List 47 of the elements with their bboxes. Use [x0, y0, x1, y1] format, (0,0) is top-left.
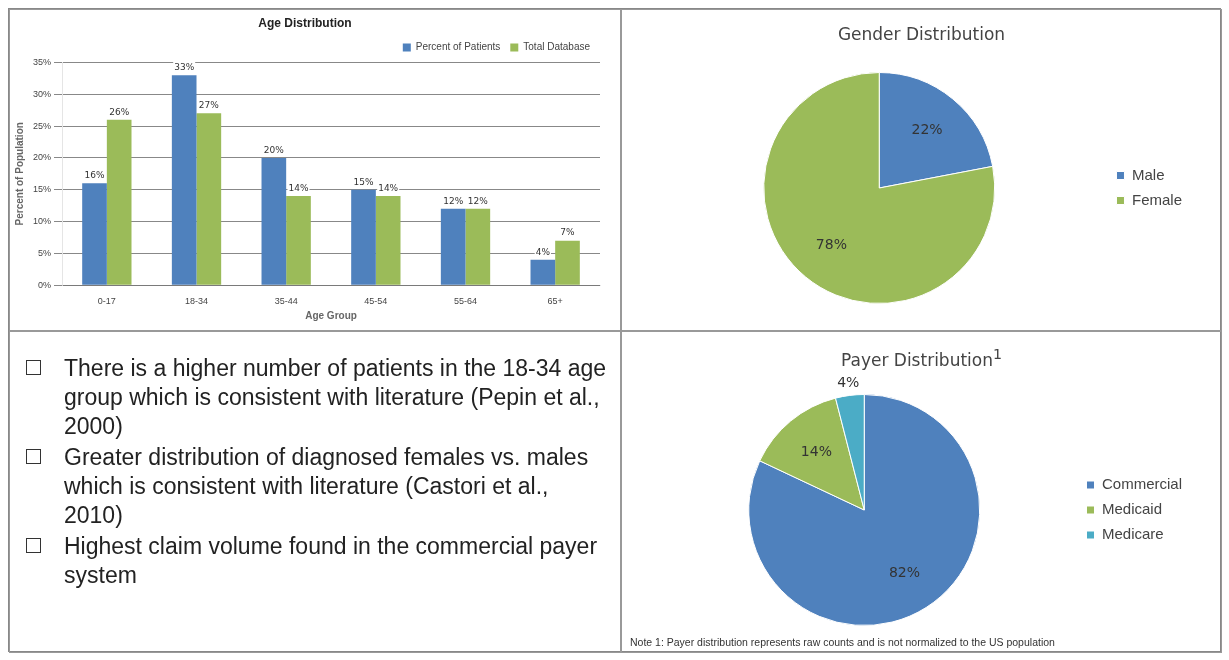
y-tick-label: 0% [38, 279, 52, 290]
y-tick-label: 30% [33, 88, 52, 99]
x-tick-label: 18-34 [184, 296, 209, 307]
data-label: 4% [535, 246, 551, 257]
text: Highest claim volume found in the commercial payer system [64, 533, 598, 588]
data-label: 33% [174, 61, 195, 72]
legend-label: Medicare [1101, 525, 1164, 543]
data-label: 12% [467, 195, 489, 206]
data-label: 16% [84, 170, 105, 181]
data-label: 4% [837, 374, 860, 391]
data-label: 15% [353, 176, 374, 187]
data-label: 26% [109, 106, 130, 117]
chart-title: Payer Distribution$^{1}$ [840, 346, 1003, 370]
x-tick-label: 0-17 [97, 296, 116, 307]
x-axis-title: Age Group [305, 309, 357, 321]
text: Note 1: Payer distribution represents raw counts and is not normalized to the US population [630, 636, 1056, 648]
y-tick-label: 15% [33, 184, 52, 195]
legend-label: Commercial [1101, 475, 1183, 493]
y-tick-label: 5% [38, 247, 52, 258]
data-label: 22% [911, 120, 943, 137]
data-label: 14% [378, 182, 399, 193]
data-label: 12% [443, 195, 464, 206]
data-label: 27% [198, 100, 220, 111]
x-tick-label: 35-44 [274, 296, 298, 307]
text: There is a higher number of patients in the 18-34 age group which is consistent with literature (Pepin et al., 2000) [64, 355, 607, 439]
data-label: 20% [263, 144, 285, 155]
chart-title: Age Distribution [258, 15, 352, 30]
y-axis-title: Percent of Population [13, 122, 25, 226]
legend-label: Female [1131, 190, 1183, 208]
data-label: 82% [888, 564, 921, 581]
legend-label: Percent of Patients [415, 41, 501, 53]
data-label: 14% [800, 442, 832, 459]
legend-label: Medicaid [1101, 500, 1163, 518]
data-label: 14% [288, 182, 309, 193]
x-tick-label: 45-54 [364, 296, 388, 307]
x-tick-label: 65+ [547, 296, 563, 307]
chart-title: Gender Distribution [836, 24, 1007, 44]
x-tick-label: 55-64 [453, 296, 478, 307]
y-tick-label: 25% [33, 120, 52, 131]
y-tick-label: 10% [33, 216, 52, 227]
y-tick-label: 35% [33, 56, 52, 67]
legend-label: Male [1131, 165, 1165, 183]
data-label: 78% [815, 236, 847, 253]
data-label: 7% [560, 227, 576, 238]
y-tick-label: 20% [33, 152, 52, 163]
text: Greater distribution of diagnosed females vs. males which is consistent with literature (Castori et al., 2010) [64, 444, 589, 528]
legend-label: Total Database [523, 41, 591, 53]
